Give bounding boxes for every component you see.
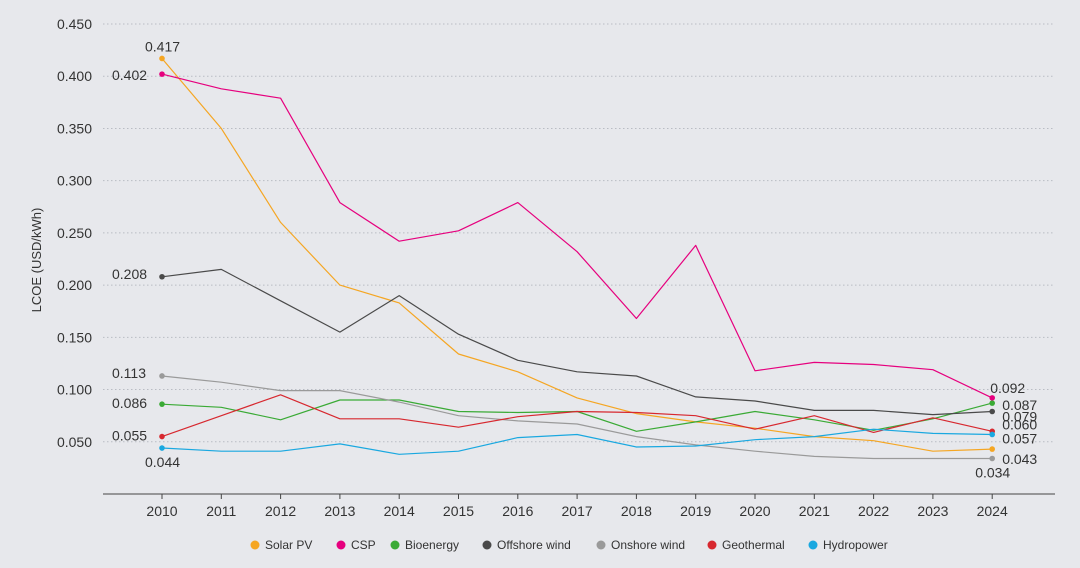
legend: Solar PV CSP Bioenergy Offshore wind Onshore… bbox=[250, 538, 888, 552]
x-tick-label: 2015 bbox=[443, 503, 474, 519]
series-line-hydropower bbox=[161, 428, 993, 455]
data-label: 0.060 bbox=[1002, 416, 1037, 432]
data-label: 0.086 bbox=[112, 395, 147, 411]
legend-swatch bbox=[390, 540, 400, 550]
data-point-marker bbox=[989, 431, 995, 438]
x-tick-labels: 2010 2011 2012 2013 2014 2015 2016 2017 2018 2019… bbox=[146, 494, 1008, 519]
x-tick-label: 2024 bbox=[977, 503, 1008, 519]
y-tick-label: 0.300 bbox=[57, 173, 92, 189]
data-labels: 0.417 0.402 0.208 0.113 0.086 0.055 0.044 0.092… bbox=[112, 38, 1037, 480]
x-tick-label: 2019 bbox=[680, 503, 711, 519]
legend-label: Solar PV bbox=[265, 538, 312, 552]
data-point-marker bbox=[159, 433, 165, 440]
y-tick-label: 0.150 bbox=[57, 329, 92, 345]
x-tick-label: 2010 bbox=[146, 503, 177, 519]
y-tick-labels: 0.450 0.400 0.350 0.300 0.250 0.200 0.150 0.100… bbox=[57, 16, 92, 450]
x-tick-label: 2021 bbox=[799, 503, 830, 519]
x-tick-label: 2020 bbox=[739, 503, 770, 519]
data-label: 0.092 bbox=[990, 380, 1025, 396]
grid-layer bbox=[103, 23, 1055, 443]
data-label: 0.044 bbox=[145, 454, 180, 470]
data-label: 0.208 bbox=[112, 266, 147, 282]
legend-swatch bbox=[336, 540, 346, 550]
x-tick-label: 2012 bbox=[265, 503, 296, 519]
y-tick-label: 0.400 bbox=[57, 68, 92, 84]
x-tick-label: 2014 bbox=[384, 503, 415, 519]
data-label: 0.113 bbox=[112, 365, 146, 381]
y-tick-label: 0.100 bbox=[57, 382, 92, 398]
x-tick-label: 2018 bbox=[621, 503, 652, 519]
data-label: 0.055 bbox=[112, 428, 147, 444]
y-tick-label: 0.250 bbox=[57, 225, 92, 241]
data-label: 0.417 bbox=[145, 38, 180, 54]
series-line-geothermal bbox=[161, 394, 993, 438]
data-point-marker bbox=[159, 55, 165, 62]
data-point-marker bbox=[159, 273, 165, 280]
y-tick-label: 0.350 bbox=[57, 120, 92, 136]
series-line-onshore-wind bbox=[161, 375, 993, 460]
legend-label: Geothermal bbox=[722, 538, 785, 552]
data-label: 0.087 bbox=[1002, 397, 1037, 413]
data-label: 0.043 bbox=[1002, 451, 1037, 467]
legend-swatch bbox=[250, 540, 260, 550]
legend-swatch bbox=[808, 540, 818, 550]
legend-label: Offshore wind bbox=[497, 538, 571, 552]
data-point-marker bbox=[989, 446, 995, 452]
legend-label: Onshore wind bbox=[611, 538, 685, 552]
y-tick-label: 0.200 bbox=[57, 277, 92, 293]
legend-swatch bbox=[482, 540, 492, 550]
data-point-marker bbox=[159, 401, 165, 407]
x-tick-label: 2017 bbox=[562, 503, 593, 519]
legend-swatch bbox=[707, 540, 717, 550]
x-tick-label: 2022 bbox=[858, 503, 889, 519]
y-axis-label: LCOE (USD/kWh) bbox=[29, 208, 44, 313]
data-point-marker bbox=[159, 445, 165, 451]
data-point-marker bbox=[989, 455, 995, 462]
data-point-marker bbox=[159, 373, 165, 379]
series-line-csp bbox=[161, 73, 993, 399]
legend-label: CSP bbox=[351, 538, 376, 552]
y-tick-label: 0.450 bbox=[57, 16, 92, 32]
y-tick-label: 0.050 bbox=[57, 434, 92, 450]
x-tick-label: 2016 bbox=[502, 503, 533, 519]
x-tick-label: 2023 bbox=[917, 503, 948, 519]
x-tick-label: 2013 bbox=[324, 503, 355, 519]
legend-swatch bbox=[596, 540, 606, 550]
series-line-bioenergy bbox=[161, 399, 993, 432]
x-tick-label: 2011 bbox=[206, 503, 236, 519]
data-point-marker bbox=[989, 395, 995, 401]
data-point-marker bbox=[989, 400, 995, 406]
series-line-solar-pv bbox=[161, 58, 993, 452]
data-point-marker bbox=[989, 408, 995, 415]
data-label: 0.079 bbox=[1002, 408, 1037, 424]
data-point-marker bbox=[159, 71, 165, 77]
data-label: 0.034 bbox=[975, 464, 1010, 480]
series-line-offshore-wind bbox=[161, 268, 993, 416]
data-label: 0.057 bbox=[1002, 430, 1037, 446]
legend-label: Hydropower bbox=[823, 538, 888, 552]
data-label: 0.402 bbox=[112, 67, 147, 83]
series-layer bbox=[161, 58, 993, 460]
legend-label: Bioenergy bbox=[405, 538, 459, 552]
